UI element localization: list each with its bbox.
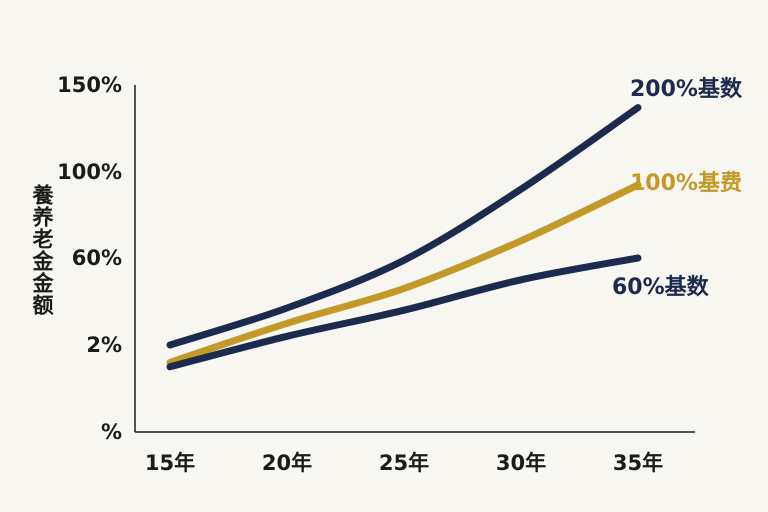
y-axis-label: 養养老金金额 bbox=[30, 183, 55, 316]
y-tick-label: 60% bbox=[72, 246, 122, 270]
x-tick-labels: 15年 20年 25年 30年 35年 bbox=[145, 451, 663, 475]
x-tick-label: 25年 bbox=[379, 451, 429, 475]
x-tick-label: 30年 bbox=[496, 451, 546, 475]
series-lines bbox=[166, 104, 642, 371]
x-tick-label: 20年 bbox=[262, 451, 312, 475]
y-tick-label: % bbox=[101, 420, 122, 444]
y-tick-labels: % 2% 60% 100% 150% bbox=[57, 73, 122, 444]
series-line-60 bbox=[166, 254, 642, 371]
y-tick-label: 100% bbox=[57, 160, 122, 184]
series-label: 200%基数 bbox=[630, 76, 743, 102]
y-tick-label: 150% bbox=[57, 73, 122, 97]
y-tick-label: 2% bbox=[86, 333, 122, 357]
x-tick-label: 15年 bbox=[145, 451, 195, 475]
series-line-100 bbox=[166, 181, 642, 366]
series-label: 60%基数 bbox=[612, 274, 710, 300]
series-line-200 bbox=[166, 104, 642, 349]
series-labels: 200%基数 100%基费 60%基数 bbox=[612, 76, 743, 300]
series-label: 100%基费 bbox=[630, 171, 742, 196]
x-tick-label: 35年 bbox=[613, 451, 663, 475]
